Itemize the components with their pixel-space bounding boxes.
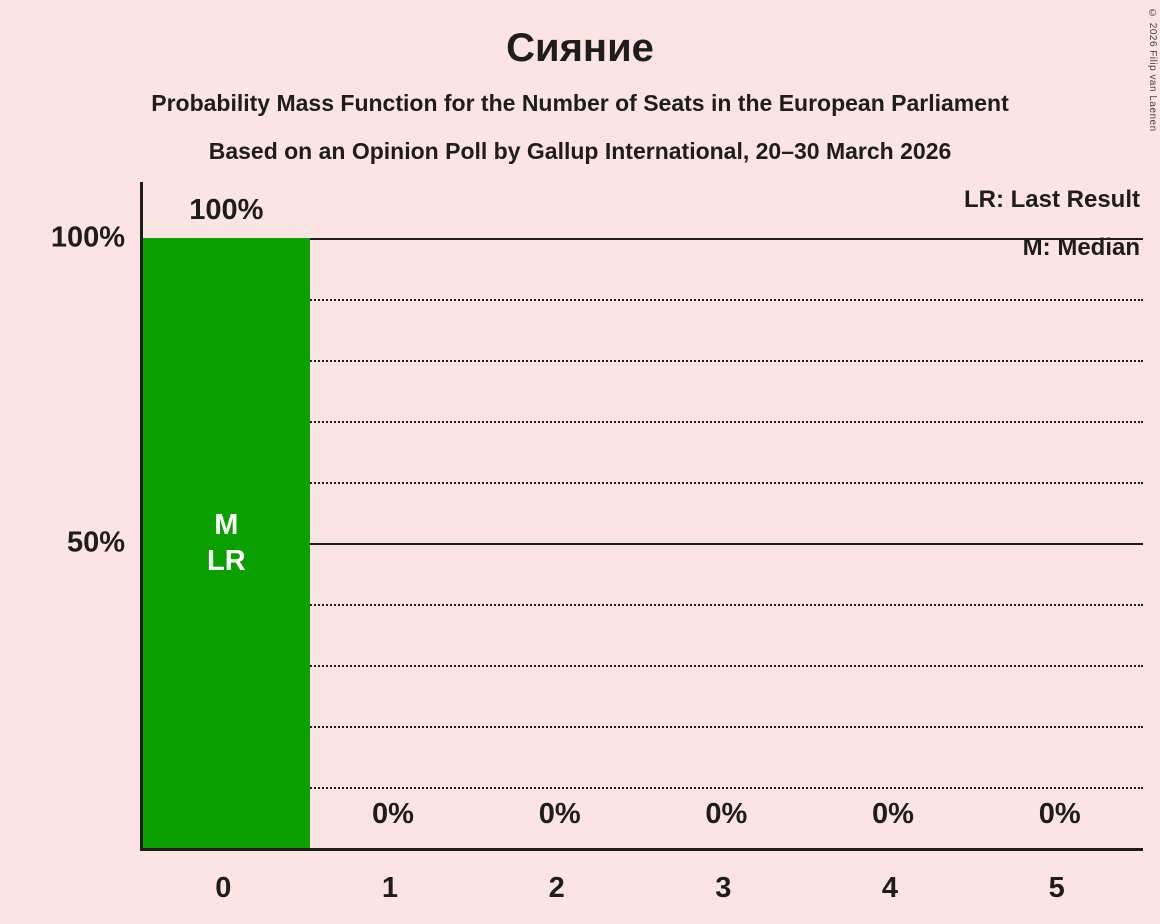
- x-tick-1: 1: [381, 872, 399, 904]
- legend-last-result: LR: Last Result: [963, 186, 1140, 213]
- gridline-40: [143, 604, 1143, 606]
- gridline-60: [143, 482, 1143, 484]
- bar-annotation-lr: LR: [206, 545, 246, 577]
- gridline-70: [143, 421, 1143, 423]
- value-label-seats-0: 100%: [189, 194, 264, 226]
- x-tick-3: 3: [715, 872, 732, 904]
- value-label-seats-2: 0%: [538, 798, 581, 830]
- copyright-notice: © 2026 Filip van Laenen: [1147, 8, 1158, 132]
- value-label-seats-4: 0%: [872, 798, 914, 830]
- gridline-30: [143, 665, 1143, 667]
- chart-subtitle-line1: Probability Mass Function for the Number…: [151, 90, 1009, 116]
- value-label-seats-1: 0%: [372, 798, 414, 830]
- plot-area: 100% M LR 0% 0% 0% 0% 0%: [140, 182, 1143, 851]
- bar-annotation-m: M: [214, 509, 239, 541]
- bar-annotations-seats-0: M LR: [143, 507, 310, 579]
- value-label-seats-5: 0%: [1038, 798, 1081, 830]
- x-tick-0: 0: [215, 872, 232, 904]
- x-axis-labels: 0 1 2 3 4 5: [140, 848, 1140, 918]
- gridline-90: [143, 299, 1143, 301]
- value-label-seats-3: 0%: [705, 798, 748, 830]
- gridline-10: [143, 787, 1143, 789]
- gridline-100: [143, 238, 1143, 240]
- x-tick-5: 5: [1048, 872, 1065, 904]
- x-tick-4: 4: [881, 872, 899, 904]
- gridline-20: [143, 726, 1143, 728]
- bar-seats-0: [143, 238, 310, 848]
- chart-subtitle-line2: Based on an Opinion Poll by Gallup Inter…: [208, 138, 952, 164]
- y-tick-50: 50%: [66, 526, 125, 559]
- x-tick-2: 2: [548, 872, 565, 904]
- gridline-80: [143, 360, 1143, 362]
- chart-title: Сияние: [506, 26, 654, 70]
- y-tick-100: 100%: [50, 221, 125, 254]
- gridline-50: [143, 543, 1143, 545]
